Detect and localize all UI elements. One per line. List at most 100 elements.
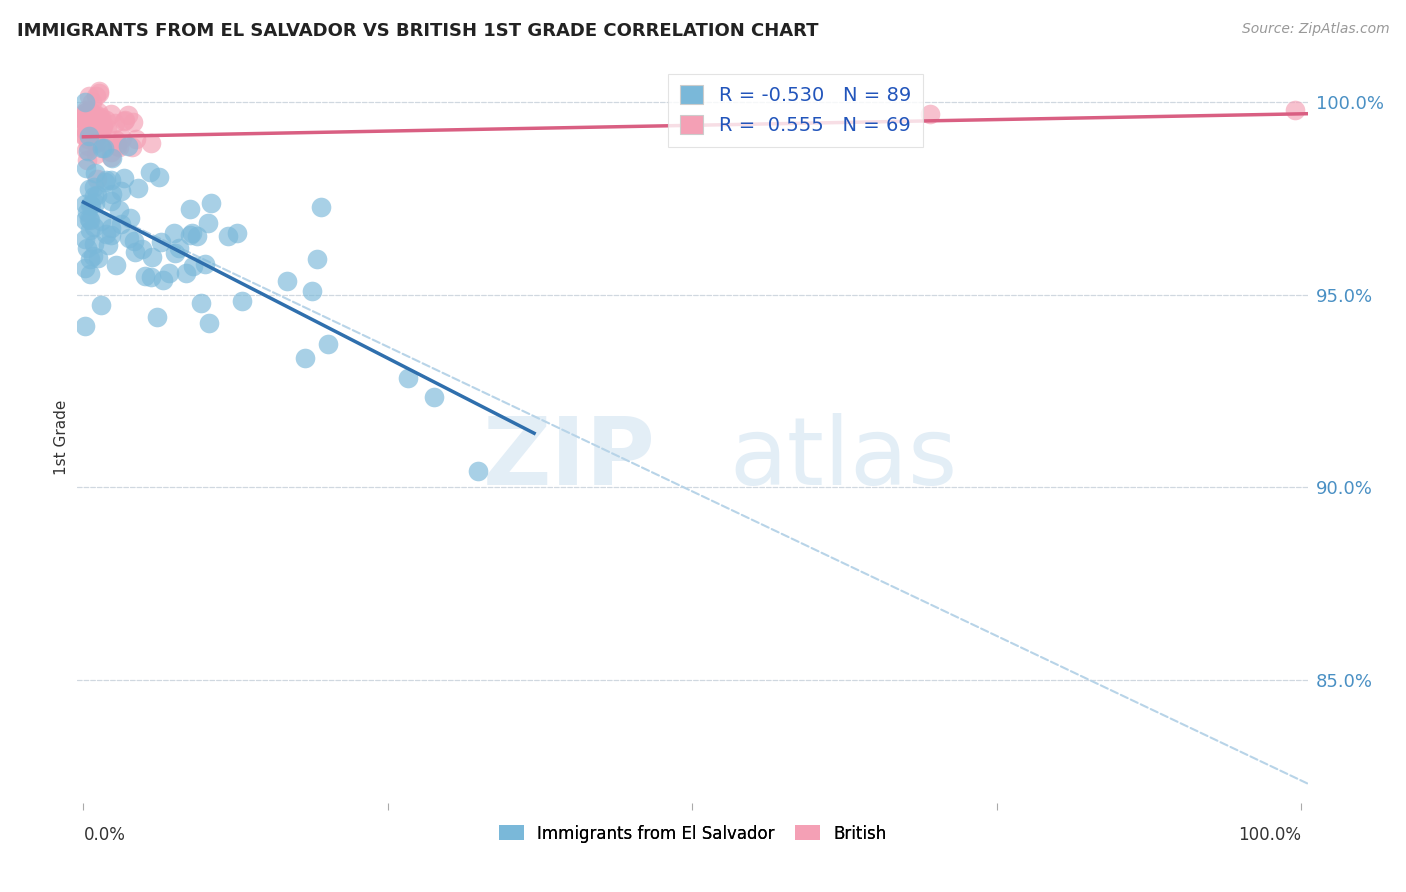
Point [76, 241, 98, 255]
Point [197, 216, 219, 230]
Point [100, 221, 122, 235]
Point [76, 153, 98, 168]
Y-axis label: 1st Grade: 1st Grade [53, 400, 69, 475]
Point [396, 371, 419, 385]
Point [101, 186, 124, 201]
Point [77, 211, 100, 226]
Text: Source: ZipAtlas.com: Source: ZipAtlas.com [1241, 22, 1389, 37]
Point [76, 204, 98, 219]
Point [104, 132, 127, 146]
Point [84, 146, 107, 161]
Point [139, 270, 162, 285]
Point [90, 214, 112, 228]
Point [83, 188, 105, 202]
Point [100, 107, 122, 121]
Point [200, 195, 222, 210]
Point [180, 227, 202, 241]
Point [87, 105, 110, 120]
Point [190, 296, 212, 310]
Point [73, 109, 96, 123]
Point [84, 136, 107, 150]
Point [1284, 103, 1306, 117]
Point [77, 144, 100, 158]
Point [165, 245, 187, 260]
Point [75, 143, 97, 157]
Point [100, 150, 122, 164]
Point [77, 120, 100, 135]
Point [121, 140, 143, 154]
Point [91, 141, 114, 155]
Point [105, 258, 128, 272]
Point [83, 237, 105, 252]
Point [125, 132, 148, 146]
Point [73, 114, 96, 128]
Point [79, 252, 101, 266]
Point [79, 213, 101, 227]
Point [122, 114, 145, 128]
Point [75, 124, 97, 138]
Point [82, 112, 104, 127]
Point [96, 238, 118, 252]
Point [77, 129, 100, 144]
Point [94, 227, 117, 241]
Point [110, 217, 132, 231]
Point [77, 128, 100, 143]
Point [73, 113, 96, 128]
Point [157, 266, 180, 280]
Point [100, 145, 122, 159]
Point [179, 227, 201, 242]
Point [105, 139, 128, 153]
Point [90, 298, 112, 312]
Point [77, 89, 100, 103]
Point [194, 257, 217, 271]
Point [77, 129, 100, 144]
Point [79, 223, 101, 237]
Point [86, 113, 108, 128]
Point [127, 181, 149, 195]
Point [83, 220, 105, 235]
Point [104, 116, 127, 130]
Point [73, 106, 96, 120]
Point [117, 108, 139, 122]
Point [89, 84, 111, 98]
Point [96, 120, 118, 135]
Point [76, 111, 98, 125]
Text: 100.0%: 100.0% [1239, 826, 1302, 844]
Text: 0.0%: 0.0% [83, 826, 125, 844]
Point [198, 316, 221, 330]
Point [79, 105, 101, 120]
Point [100, 227, 122, 242]
Point [83, 196, 105, 211]
Point [100, 194, 122, 208]
Point [79, 268, 101, 282]
Point [152, 273, 174, 287]
Point [124, 244, 146, 259]
Point [77, 132, 100, 146]
Point [316, 337, 339, 351]
Point [83, 132, 105, 146]
Point [75, 103, 97, 117]
Point [75, 104, 97, 119]
Point [112, 114, 135, 128]
Point [309, 200, 332, 214]
Point [117, 139, 139, 153]
Point [131, 242, 153, 256]
Text: IMMIGRANTS FROM EL SALVADOR VS BRITISH 1ST GRADE CORRELATION CHART: IMMIGRANTS FROM EL SALVADOR VS BRITISH 1… [17, 22, 818, 40]
Point [110, 184, 132, 198]
Point [294, 351, 316, 366]
Point [73, 129, 96, 144]
Point [150, 235, 173, 250]
Point [111, 131, 134, 145]
Point [87, 127, 110, 141]
Point [231, 294, 253, 309]
Point [186, 228, 208, 243]
Point [138, 165, 160, 179]
Point [94, 176, 117, 190]
Point [139, 136, 162, 151]
Point [84, 133, 107, 147]
Point [169, 241, 191, 255]
Point [75, 318, 97, 333]
Point [75, 161, 97, 176]
Point [90, 112, 112, 126]
Point [87, 119, 110, 133]
